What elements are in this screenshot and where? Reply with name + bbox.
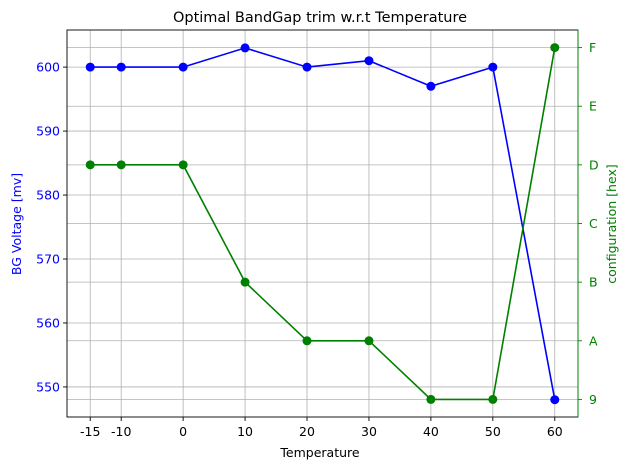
right-y-tick-label: D bbox=[589, 157, 599, 172]
config-point bbox=[302, 336, 312, 346]
voltage-point bbox=[426, 81, 436, 91]
right-y-tick-label: B bbox=[589, 275, 598, 290]
voltage-point bbox=[116, 62, 126, 72]
right-y-tick-label: E bbox=[589, 99, 597, 114]
x-tick-label: -10 bbox=[111, 424, 131, 439]
chart-title: Optimal BandGap trim w.r.t Temperature bbox=[173, 10, 467, 26]
voltage-point bbox=[550, 395, 560, 405]
x-tick-label: 40 bbox=[423, 424, 439, 439]
x-tick-label: 50 bbox=[485, 424, 501, 439]
config-point bbox=[550, 43, 560, 53]
right-y-tick-label: C bbox=[589, 216, 598, 231]
left-y-tick-label: 570 bbox=[36, 252, 60, 267]
config-point bbox=[488, 394, 498, 404]
config-point bbox=[116, 160, 126, 170]
right-y-axis-label: configuration [hex] bbox=[604, 164, 619, 283]
config-point bbox=[85, 160, 95, 170]
right-y-tick-label: F bbox=[589, 40, 596, 55]
x-tick-label: 30 bbox=[361, 424, 377, 439]
x-tick-label: 0 bbox=[179, 424, 187, 439]
left-y-tick-label: 550 bbox=[36, 379, 60, 394]
left-y-axis-label: BG Voltage [mv] bbox=[9, 173, 24, 275]
x-tick-label: -15 bbox=[80, 424, 100, 439]
left-y-tick-label: 560 bbox=[36, 315, 60, 330]
voltage-point bbox=[240, 43, 250, 53]
right-y-tick-label: 9 bbox=[589, 392, 597, 407]
config-point bbox=[364, 336, 374, 346]
x-tick-label: 60 bbox=[547, 424, 563, 439]
left-y-tick-label: 590 bbox=[36, 124, 60, 139]
series-points bbox=[85, 43, 560, 405]
x-tick-label: 10 bbox=[237, 424, 253, 439]
tick-labels: -15 -10 0 10 20 30 40 50 60 550 560 570 580 590 600 9 A B… bbox=[36, 40, 599, 439]
grid-lines bbox=[67, 30, 578, 417]
right-y-tick-label: A bbox=[589, 333, 598, 348]
x-axis-label: Temperature bbox=[279, 445, 359, 460]
config-point bbox=[178, 160, 188, 170]
voltage-point bbox=[488, 62, 498, 72]
voltage-point bbox=[364, 56, 374, 66]
voltage-point bbox=[178, 62, 188, 72]
voltage-point bbox=[302, 62, 312, 72]
voltage-point bbox=[85, 62, 95, 72]
config-point bbox=[240, 277, 250, 287]
config-point bbox=[426, 394, 436, 404]
x-tick-label: 20 bbox=[299, 424, 315, 439]
axes bbox=[63, 29, 582, 421]
left-y-tick-label: 580 bbox=[36, 188, 60, 203]
left-y-tick-label: 600 bbox=[36, 60, 60, 75]
